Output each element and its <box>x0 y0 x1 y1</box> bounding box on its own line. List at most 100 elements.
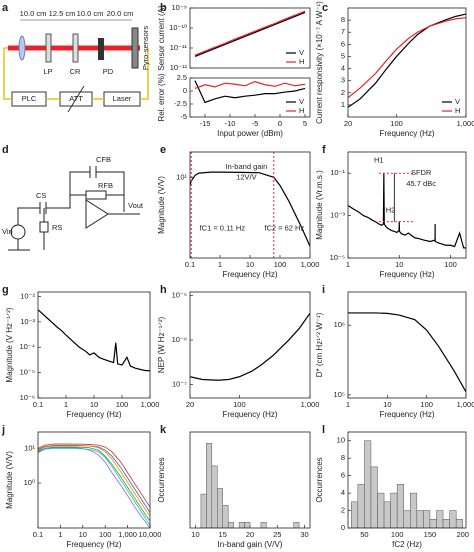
y-axis-label: D* (cm Hz¹ᐟ² W⁻¹) <box>315 312 324 377</box>
y-tick-label: 10⁻¹⁰ <box>169 23 187 32</box>
line <box>348 173 466 249</box>
x-axis-label: In-band gain (V/V) <box>218 540 283 549</box>
circuit <box>8 171 140 251</box>
x-tick-label: 50 <box>360 530 368 539</box>
x-tick-label: 1,000 <box>457 400 474 409</box>
frame <box>189 77 311 118</box>
line <box>190 171 310 247</box>
x-tick-label: 100 <box>390 119 403 128</box>
dim: 20.0 cm <box>107 9 134 18</box>
bar <box>200 493 207 528</box>
legend-label: H <box>455 106 460 115</box>
x-tick-label: 10,000 <box>139 530 162 539</box>
bar <box>377 492 385 528</box>
box-label: PLC <box>22 94 37 103</box>
diagram-a: 10.0 cm 12.5 cm 10.0 cm 20.0 cm LP CR PD… <box>3 9 150 113</box>
plot-area <box>38 309 150 372</box>
component: RFB <box>98 181 113 190</box>
bar <box>364 440 372 528</box>
plot-area <box>351 440 463 528</box>
line <box>194 11 306 57</box>
bar <box>217 488 223 528</box>
x-tick-label: 1 <box>64 400 68 409</box>
plot-area <box>200 443 300 528</box>
legend-label: V <box>299 97 304 106</box>
bar <box>370 466 378 528</box>
y-tick-label: 10⁻³ <box>330 211 345 220</box>
panel-label: h <box>160 284 167 296</box>
y-tick-label: -5 <box>180 112 187 121</box>
chart: 0.1 1 10 100 1,000 10,000 10⁰ 10¹ Frequency (Hz)… <box>5 431 162 549</box>
x-axis-label: Frequency (Hz) <box>66 540 121 549</box>
x-tick-label: 150 <box>424 530 437 539</box>
y-tick-label: 10⁻⁹ <box>171 3 187 12</box>
bar <box>260 522 267 528</box>
panel-label: g <box>2 284 9 296</box>
y-tick-label: 8 <box>341 453 345 462</box>
y-tick-label: 3 <box>341 76 345 85</box>
legend-label: V <box>455 97 460 106</box>
plot-area <box>194 10 306 57</box>
legend-label: V <box>299 48 304 57</box>
lens <box>18 35 26 61</box>
box-label: Laser <box>113 94 132 103</box>
chart: 20 100 1,000 1 2 3 4 5 6 7 8 Frequency (Hz) Current … <box>315 1 474 138</box>
y-tick-label: 6 <box>341 39 345 48</box>
x-tick-label: 0.1 <box>33 400 43 409</box>
y-tick-label: 10¹ <box>24 443 35 452</box>
bar <box>211 465 218 528</box>
dim: 10.0 cm <box>77 9 104 18</box>
chart: 10⁻¹² 10⁻¹¹ 10⁻¹⁰ 10⁻⁹ Sensor current (A) VH <box>157 3 311 72</box>
annotation: H1 <box>374 155 384 164</box>
line <box>38 448 150 526</box>
bar <box>222 505 229 528</box>
y-axis-label: Sensor current (A) <box>157 5 166 71</box>
line <box>38 444 150 517</box>
x-tick-label: 25 <box>273 530 281 539</box>
dim: 12.5 cm <box>49 9 76 18</box>
annotation: In-band gain <box>226 162 268 171</box>
legend-label: H <box>299 106 304 115</box>
line <box>194 10 306 56</box>
x-tick-label: 10 <box>246 260 254 269</box>
chart: 1 10 100 10⁻⁵ 10⁻³ 10⁻¹ H1 H2 SFDR 45.7 dBc Freque… <box>315 151 467 279</box>
y-tick-label: 10⁻² <box>20 291 35 300</box>
x-tick-label: 20 <box>344 119 352 128</box>
panel-label: e <box>160 144 166 156</box>
plot-area <box>348 13 466 108</box>
x-tick-label: 15 <box>219 530 227 539</box>
bar <box>423 510 431 528</box>
x-tick-label: 100 <box>444 260 457 269</box>
y-tick-label: 7 <box>341 27 345 36</box>
annotation: 12V/V <box>236 172 256 181</box>
bar <box>206 443 213 528</box>
component: PD <box>103 67 114 76</box>
y-tick-label: 10⁻⁴ <box>19 342 35 351</box>
y-tick-label: -2.5 <box>174 99 187 108</box>
bar <box>416 510 424 528</box>
component: Vin <box>2 227 13 236</box>
x-tick-label: 100 <box>420 400 433 409</box>
y-tick-label: 10⁰ <box>24 478 35 487</box>
annotation: SFDR <box>411 168 432 177</box>
y-axis-label: NEP (W Hz⁻¹ᐟ²) <box>157 316 166 373</box>
y-tick-label: 10⁻⁶ <box>20 393 35 402</box>
component: CFB <box>96 155 111 164</box>
pd <box>98 38 104 60</box>
y-tick-label: 10⁻¹² <box>170 63 188 72</box>
x-tick-label: 1,000 <box>118 530 137 539</box>
y-tick-label: 4 <box>341 64 345 73</box>
x-tick-label: 1 <box>58 530 62 539</box>
frame <box>347 431 467 529</box>
bar <box>227 522 234 528</box>
chart: 1 10 100 1,000 10⁵ 10⁶ Frequency (Hz) D* (cm Hz… <box>315 291 474 419</box>
frame <box>347 291 467 399</box>
x-tick-label: 100 <box>233 400 246 409</box>
x-axis-label: Frequency (Hz) <box>222 410 277 419</box>
line <box>194 80 306 104</box>
y-axis-label: Occurrences <box>315 457 324 502</box>
y-tick-label: 10⁵ <box>334 390 345 399</box>
line <box>348 17 466 99</box>
x-tick-label: 1,000 <box>301 400 320 409</box>
